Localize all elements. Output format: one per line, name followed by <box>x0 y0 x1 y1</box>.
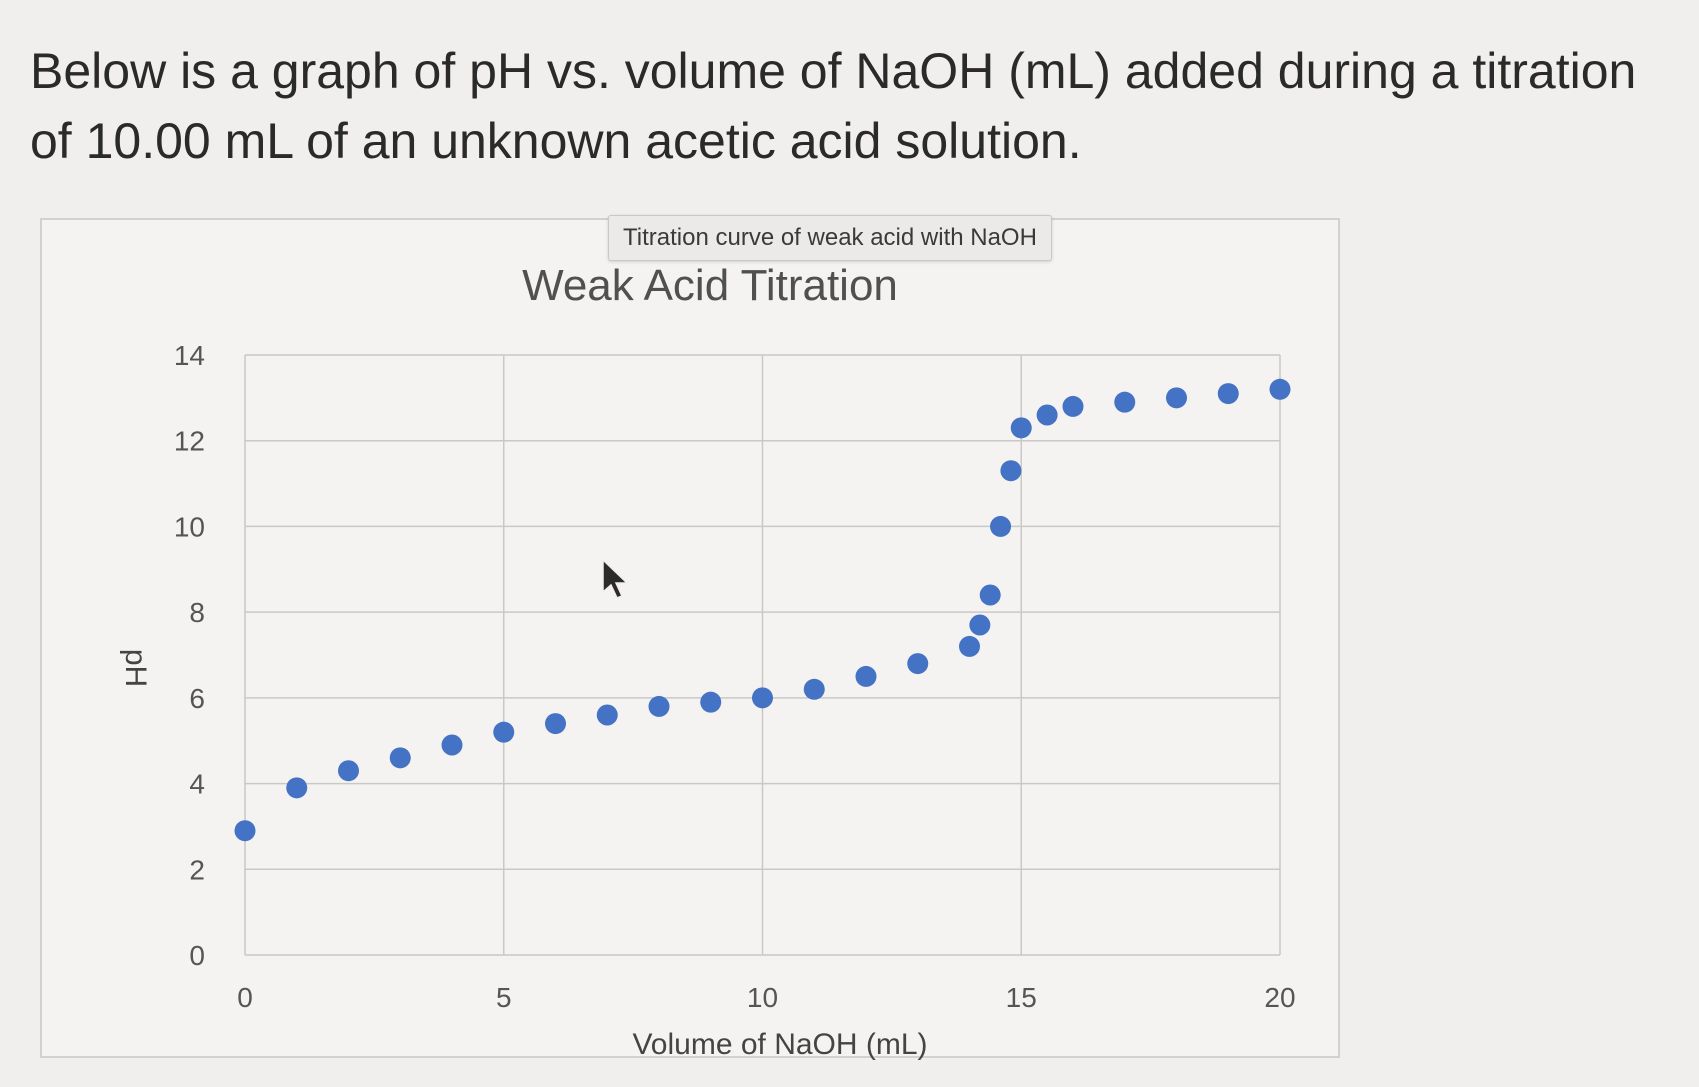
data-point <box>441 734 463 756</box>
x-tick-label: 10 <box>747 982 778 1013</box>
data-series <box>234 378 1291 842</box>
mouse-cursor-icon <box>602 558 629 599</box>
data-point <box>1000 460 1022 482</box>
y-tick-label: 14 <box>174 340 205 371</box>
y-tick-label: 8 <box>189 597 205 628</box>
data-point <box>648 695 670 717</box>
data-point <box>1269 378 1291 400</box>
data-point <box>979 584 1001 606</box>
data-point <box>1217 383 1239 405</box>
data-point <box>389 747 411 769</box>
y-tick-label: 2 <box>189 854 205 885</box>
data-point <box>855 665 877 687</box>
data-point <box>959 635 980 657</box>
data-point <box>338 760 359 782</box>
x-tick-label: 20 <box>1264 982 1295 1013</box>
question-text: Below is a graph of pH vs. volume of NaO… <box>30 43 1637 169</box>
chart-area <box>40 218 1340 1058</box>
data-point <box>493 721 515 743</box>
data-point <box>1166 387 1187 409</box>
x-tick-label: 5 <box>496 982 512 1013</box>
data-point <box>234 820 256 842</box>
y-tick-label: 4 <box>189 769 205 800</box>
data-point <box>990 515 1012 537</box>
data-point <box>752 687 773 709</box>
data-point <box>1036 404 1058 426</box>
data-point <box>803 678 825 700</box>
data-point <box>1010 417 1032 439</box>
x-axis-label: Volume of NaOH (mL) <box>632 1028 927 1061</box>
data-point <box>969 614 991 636</box>
y-tick-label: 6 <box>189 683 205 714</box>
y-tick-label: 10 <box>174 511 205 542</box>
chart-title: Weak Acid Titration <box>522 261 898 310</box>
gridlines <box>244 354 1281 956</box>
data-point <box>596 704 618 726</box>
data-point <box>907 653 929 675</box>
x-tick-label: 0 <box>237 982 253 1013</box>
tick-labels: 0 2 4 6 8 10 12 14 0 5 10 15 20 <box>174 340 1296 1013</box>
y-axis-label: pH <box>119 649 152 687</box>
data-point <box>545 713 566 735</box>
data-point <box>1114 391 1136 413</box>
data-point <box>286 777 308 799</box>
data-point <box>1062 395 1084 417</box>
x-tick-label: 15 <box>1006 982 1037 1013</box>
y-tick-label: 12 <box>174 426 205 457</box>
chart-tooltip: Titration curve of weak acid with NaOH <box>608 215 1052 261</box>
y-tick-label: 0 <box>189 940 205 971</box>
data-point <box>700 691 722 713</box>
